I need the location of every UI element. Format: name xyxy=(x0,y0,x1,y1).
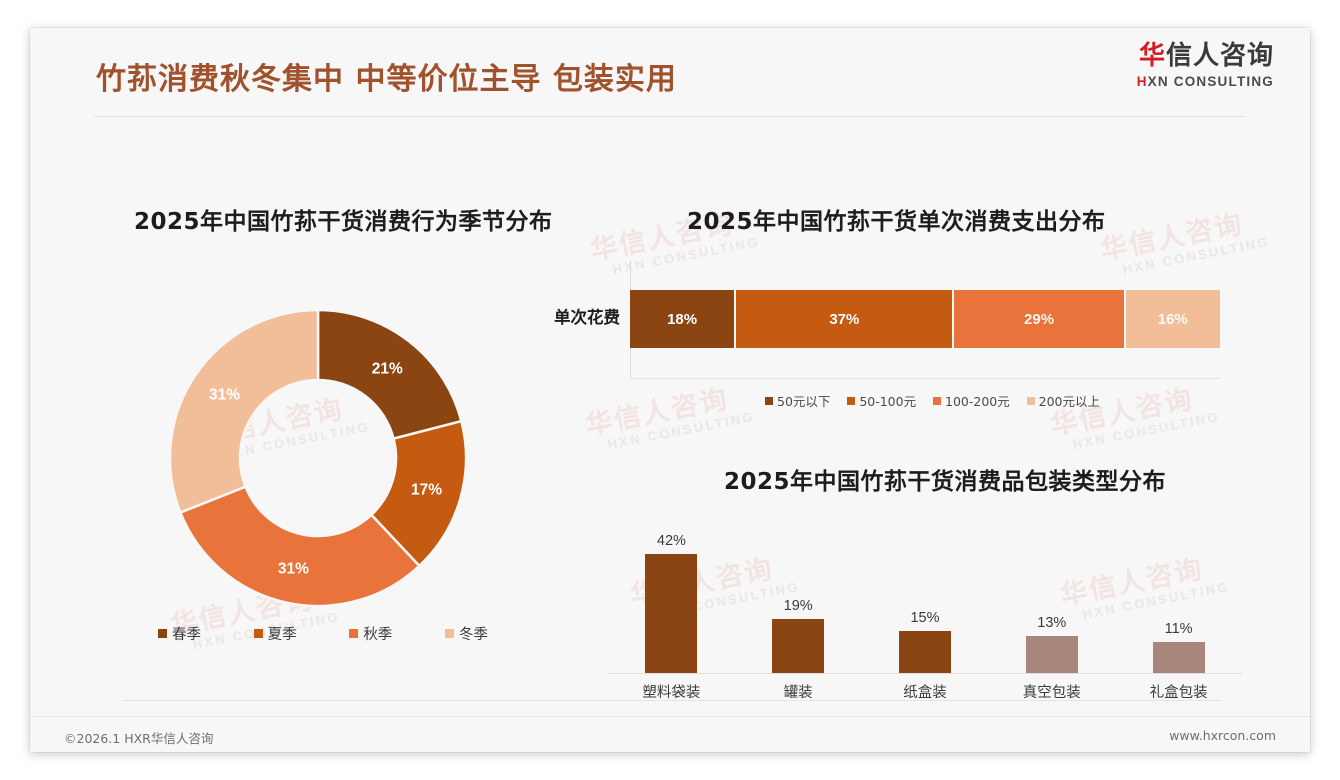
legend-label: 夏季 xyxy=(267,627,297,643)
legend-item[interactable]: 夏季 xyxy=(253,623,297,644)
stacked-bar-segment[interactable]: 37% xyxy=(736,290,955,348)
watermark: 华信人咨询 HXN CONSULTING xyxy=(582,372,756,455)
bar-rect[interactable] xyxy=(1152,641,1205,673)
bar-value-label: 19% xyxy=(783,598,813,615)
legend-item[interactable]: 100-200元 xyxy=(933,391,1010,410)
donut-slice-label: 31% xyxy=(209,386,240,403)
legend-label: 春季 xyxy=(172,627,201,643)
donut-slice[interactable] xyxy=(316,308,463,441)
stacked-bar-segment[interactable]: 18% xyxy=(630,290,737,348)
donut-svg: 21% 17% 31% 31% xyxy=(168,308,468,608)
legend-label: 100-200元 xyxy=(945,394,1010,409)
watermark-cn: 华信人咨询 xyxy=(1097,208,1246,266)
legend-swatch-icon xyxy=(158,629,167,638)
column-chart-packaging: 42% 19% 15% 13% 11% xyxy=(608,518,1242,673)
bar-value-label: 11% xyxy=(1164,620,1193,637)
legend-swatch-icon xyxy=(933,396,941,405)
logo-en-accent: H xyxy=(1136,73,1148,89)
bar-category-label: 纸盒装 xyxy=(903,685,947,701)
stacked-bar-category-label: 单次花费 xyxy=(554,308,620,327)
bar-rect[interactable] xyxy=(1025,636,1078,673)
watermark-en: HXN CONSULTING xyxy=(611,233,762,278)
bar-column[interactable]: 19% xyxy=(735,518,862,673)
bar-value-label: 42% xyxy=(656,533,686,550)
legend-item[interactable]: 冬季 xyxy=(444,623,488,644)
donut-legend: 春季 夏季 秋季 冬季 xyxy=(158,623,488,644)
stacked-bar-segment[interactable]: 16% xyxy=(1125,290,1220,348)
legend-item[interactable]: 50元以下 xyxy=(765,391,830,410)
legend-swatch-icon xyxy=(349,629,359,638)
bar-category-label: 罐装 xyxy=(783,685,813,701)
legend-label: 秋季 xyxy=(363,627,393,643)
legend-label: 冬季 xyxy=(458,627,488,643)
column-chart-baseline xyxy=(608,673,1242,674)
logo-chinese: 华信人咨询 xyxy=(1137,42,1274,71)
bar-category-label: 礼盒包装 xyxy=(1149,685,1208,701)
legend-swatch-icon xyxy=(847,396,856,405)
legend-item[interactable]: 200元以上 xyxy=(1026,391,1100,410)
watermark-cn: 华信人咨询 xyxy=(582,383,731,441)
legend-swatch-icon xyxy=(444,629,454,638)
logo-en-rest: XN CONSULTING xyxy=(1147,73,1274,89)
stacked-bar-legend: 50元以下 50-100元 100-200元 200元以上 xyxy=(765,391,1100,410)
bar-column[interactable]: 42% xyxy=(608,518,735,673)
legend-swatch-icon xyxy=(765,396,773,405)
bar-value-label: 15% xyxy=(910,609,940,626)
stacked-bar-segment-label: 29% xyxy=(1024,310,1055,328)
column-chart-categories: 塑料袋装 罐装 纸盒装 真空包装 礼盒包装 xyxy=(608,681,1242,707)
note-divider xyxy=(122,700,1222,701)
page-title: 竹荪消费秋冬集中 中等价位主导 包装实用 xyxy=(96,62,677,97)
watermark: 华信人咨询 HXN CONSULTING xyxy=(1097,197,1271,280)
footer-copyright: ©2026.1 HXR华信人咨询 xyxy=(64,731,214,746)
donut-slice-label: 31% xyxy=(278,560,309,577)
bar-rect[interactable] xyxy=(645,554,698,673)
bar-rect[interactable] xyxy=(772,619,825,673)
bar-category-label: 塑料袋装 xyxy=(642,685,701,701)
bar-value-label: 13% xyxy=(1037,615,1067,632)
donut-slice[interactable] xyxy=(178,485,422,608)
legend-swatch-icon xyxy=(253,629,263,638)
stacked-bar-segment[interactable]: 29% xyxy=(954,290,1126,348)
legend-label: 50元以下 xyxy=(777,394,831,409)
bar-column[interactable]: 13% xyxy=(988,518,1115,673)
watermark-en: HXN CONSULTING xyxy=(606,408,757,453)
slide-canvas: 华信人咨询 HXN CONSULTING 华信人咨询 HXN CONSULTIN… xyxy=(30,28,1310,752)
legend-item[interactable]: 50-100元 xyxy=(847,391,916,410)
watermark-en: HXN CONSULTING xyxy=(1071,408,1222,453)
chart-title-spending: 2025年中国竹荪干货单次消费支出分布 xyxy=(687,209,1106,235)
bar-column[interactable]: 15% xyxy=(862,518,989,673)
bar-category-label: 真空包装 xyxy=(1022,685,1081,701)
header: 竹荪消费秋冬集中 中等价位主导 包装实用 华信人咨询 HXN CONSULTIN… xyxy=(30,28,1310,122)
legend-item[interactable]: 秋季 xyxy=(349,623,392,644)
legend-label: 50-100元 xyxy=(859,394,917,409)
donut-slice-label: 17% xyxy=(411,482,442,499)
bar-rect[interactable] xyxy=(898,630,951,673)
stacked-bar-baseline xyxy=(630,378,1220,379)
donut-slice-label: 21% xyxy=(372,361,403,378)
watermark-en: HXN CONSULTING xyxy=(1121,233,1272,278)
footer-bar: ©2026.1 HXR华信人咨询 www.hxrcon.com xyxy=(30,716,1310,752)
donut-slice[interactable] xyxy=(168,308,320,515)
stacked-bar-segment-label: 37% xyxy=(829,310,860,328)
company-logo: 华信人咨询 HXN CONSULTING xyxy=(1137,42,1274,89)
logo-english: HXN CONSULTING xyxy=(1137,74,1274,89)
donut-chart-seasonal: 21% 17% 31% 31% xyxy=(158,298,478,618)
logo-cn-accent: 华 xyxy=(1138,41,1166,71)
stacked-bar-segment-label: 18% xyxy=(667,310,698,328)
stacked-bar-track: 18% 37% 29% 16% xyxy=(630,290,1220,348)
legend-swatch-icon xyxy=(1026,396,1035,405)
legend-label: 200元以上 xyxy=(1038,394,1100,409)
stacked-bar-segment-label: 16% xyxy=(1157,310,1188,328)
logo-cn-rest: 信人咨询 xyxy=(1165,41,1274,71)
chart-title-seasonal: 2025年中国竹荪干货消费行为季节分布 xyxy=(134,209,553,235)
header-divider xyxy=(94,116,1246,117)
chart-title-packaging: 2025年中国竹荪干货消费品包装类型分布 xyxy=(724,469,1167,495)
legend-item[interactable]: 春季 xyxy=(158,623,201,644)
footer-website: www.hxrcon.com xyxy=(1169,728,1276,743)
bar-column[interactable]: 11% xyxy=(1115,518,1242,673)
watermark: 华信人咨询 HXN CONSULTING xyxy=(1047,372,1221,455)
